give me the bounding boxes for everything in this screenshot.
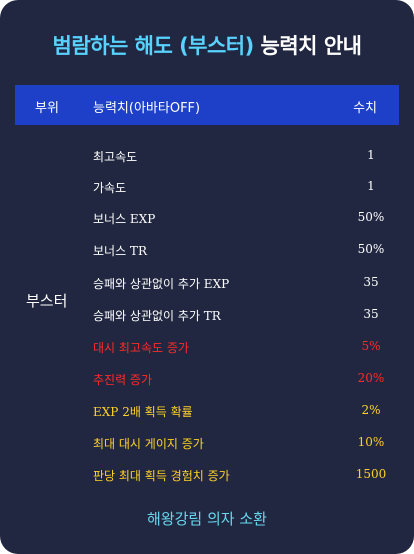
table-row: 대시 최고속도 증가 5% bbox=[0, 339, 414, 359]
table-row: 보너스 EXP 50% bbox=[0, 210, 414, 230]
title-rest: 능력치 안내 bbox=[253, 34, 362, 58]
stat-value: 35 bbox=[363, 307, 379, 321]
table-row: 추진력 증가 20% bbox=[0, 371, 414, 391]
table-row: 승패와 상관없이 추가 EXP 35 bbox=[0, 275, 414, 295]
stat-value: 10% bbox=[357, 435, 385, 449]
stat-name: 승패와 상관없이 추가 EXP bbox=[93, 277, 230, 291]
stat-name: 가속도 bbox=[93, 181, 127, 195]
stat-name: 보너스 TR bbox=[93, 244, 147, 258]
stat-name: 판당 최대 획득 경험치 증가 bbox=[93, 469, 230, 483]
table-row: EXP 2배 획득 확률 2% bbox=[0, 403, 414, 423]
footer-note: 해왕강림 의자 소환 bbox=[147, 510, 267, 528]
stat-name: 대시 최고속도 증가 bbox=[93, 341, 189, 355]
stat-name: 보너스 EXP bbox=[93, 212, 156, 226]
stat-name: 최대 대시 게이지 증가 bbox=[93, 437, 204, 451]
title-highlight: 범람하는 해도 (부스터) bbox=[52, 34, 255, 58]
table-row: 승패와 상관없이 추가 TR 35 bbox=[0, 307, 414, 327]
page-title: 범람하는 해도 (부스터) 능력치 안내 bbox=[0, 30, 414, 60]
stat-value: 1 bbox=[367, 179, 375, 193]
stat-name: EXP 2배 획득 확률 bbox=[93, 405, 193, 419]
section-label-booster: 부스터 bbox=[26, 292, 68, 310]
stat-value: 1500 bbox=[355, 467, 387, 481]
header-value: 수치 bbox=[353, 101, 377, 116]
stat-value: 1 bbox=[367, 148, 375, 162]
stat-name: 승패와 상관없이 추가 TR bbox=[93, 309, 221, 323]
table-row: 가속도 1 bbox=[0, 179, 414, 199]
table-row: 보너스 TR 50% bbox=[0, 242, 414, 262]
stat-value: 2% bbox=[361, 403, 381, 417]
stat-value: 35 bbox=[363, 275, 379, 289]
stat-value: 50% bbox=[357, 242, 385, 256]
table-row: 판당 최대 획득 경험치 증가 1500 bbox=[0, 467, 414, 487]
stat-name: 최고속도 bbox=[93, 150, 138, 164]
table-row: 최고속도 1 bbox=[0, 148, 414, 168]
header-ability: 능력치(아바타OFF) bbox=[93, 101, 201, 116]
stat-name: 추진력 증가 bbox=[93, 373, 153, 387]
table-header: 부위 능력치(아바타OFF) 수치 bbox=[15, 85, 399, 125]
header-part: 부위 bbox=[35, 101, 59, 116]
table-row: 최대 대시 게이지 증가 10% bbox=[0, 435, 414, 455]
stat-value: 20% bbox=[357, 371, 385, 385]
stat-value: 5% bbox=[361, 339, 381, 353]
stat-value: 50% bbox=[357, 210, 385, 224]
